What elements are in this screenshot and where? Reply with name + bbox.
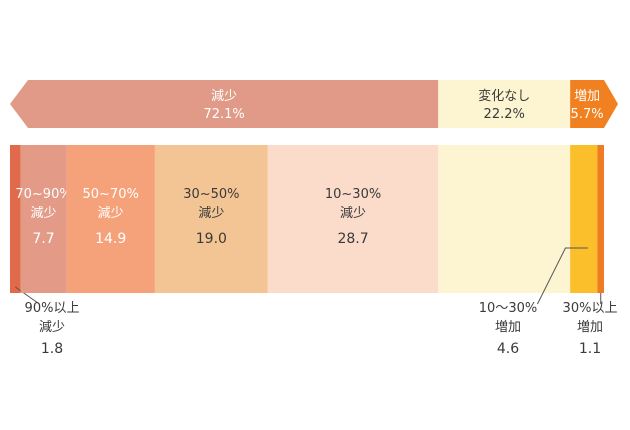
segment-value-8: 1.1 (579, 341, 601, 357)
segment-label-3-line-2: 減少 (98, 205, 124, 221)
segment-value-7: 4.6 (497, 341, 519, 357)
segment-value-3: 14.9 (95, 231, 126, 247)
summary-value-1: 72.1% (203, 107, 244, 122)
segment-value-4: 19.0 (196, 231, 227, 247)
segment-label-5-line-2: 減少 (340, 205, 366, 221)
segment-value-5: 28.7 (337, 231, 368, 247)
segment-bar-8 (597, 145, 604, 293)
segment-label-2-line-1: 70~90% (15, 187, 71, 202)
summary-label-1: 減少 (211, 88, 237, 104)
segment-label-8-line-2: 増加 (577, 320, 603, 335)
segment-label-8-line-1: 30%以上 (563, 301, 618, 316)
summary-value-2: 22.2% (484, 107, 525, 122)
summary-value-3: 5.7% (571, 107, 604, 122)
segment-label-5-line-1: 10~30% (325, 187, 381, 202)
segment-label-7-line-1: 10～30% (479, 301, 537, 316)
segment-bar-2 (20, 145, 67, 293)
summary-shape-2 (438, 80, 571, 128)
segment-label-7-line-2: 増加 (495, 320, 521, 335)
segment-label-1-line-2: 減少 (39, 319, 65, 335)
segment-label-2-line-2: 減少 (31, 205, 57, 221)
leader-line-1 (15, 286, 40, 305)
segment-bar-7 (570, 145, 598, 293)
segment-label-4-line-2: 減少 (198, 205, 224, 221)
segment-value-2: 7.7 (32, 231, 54, 247)
segment-bar-6 (438, 145, 571, 293)
segment-bar-5 (267, 145, 439, 293)
summary-shape-1 (10, 80, 439, 128)
segment-bar-3 (66, 145, 155, 293)
summary-label-2: 変化なし (478, 88, 530, 104)
segment-bar-1 (10, 145, 21, 293)
segment-label-3-line-1: 50~70% (83, 187, 139, 202)
segment-label-1-line-1: 90%以上 (25, 301, 80, 316)
summary-shape-3 (570, 80, 618, 128)
segment-label-4-line-1: 30~50% (183, 187, 239, 202)
summary-label-3: 増加 (574, 89, 600, 104)
segment-bar-4 (154, 145, 268, 293)
leader-line-7 (537, 247, 588, 305)
segment-value-1: 1.8 (41, 341, 63, 357)
